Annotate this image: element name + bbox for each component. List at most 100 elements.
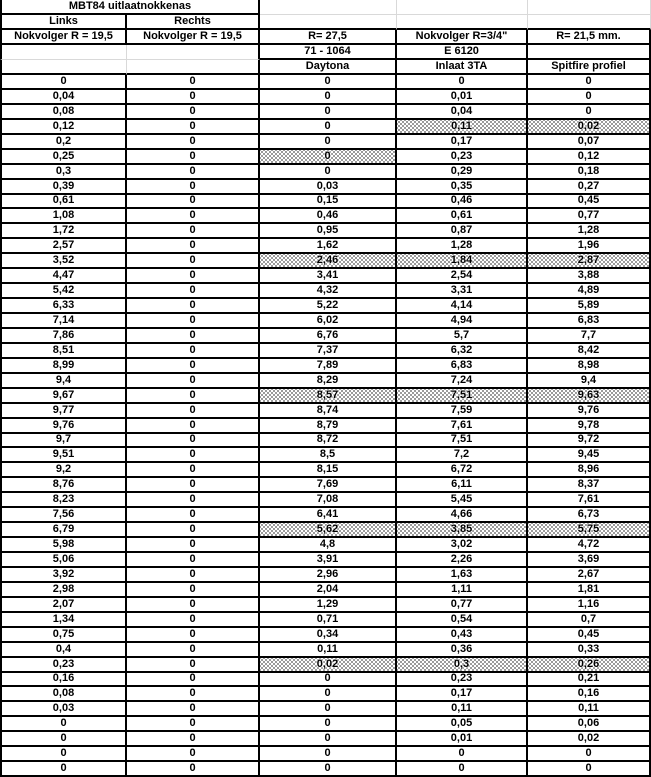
header-nokvolger-rechts[interactable]: Nokvolger R = 19,5 (127, 30, 260, 45)
data-cell-r27-c2[interactable]: 0 (127, 463, 260, 479)
data-cell-r3-c2[interactable]: 0 (127, 104, 260, 120)
data-cell-r13-c3[interactable]: 2,46 (260, 254, 397, 270)
data-cell-r36-c3[interactable]: 1,29 (260, 597, 397, 613)
data-cell-r41-c4[interactable]: 0,23 (397, 672, 528, 688)
data-cell-r10-c3[interactable]: 0,46 (260, 209, 397, 225)
data-cell-r31-c2[interactable]: 0 (127, 523, 260, 539)
data-cell-r18-c1[interactable]: 7,86 (0, 328, 127, 344)
data-cell-r24-c2[interactable]: 0 (127, 418, 260, 434)
data-cell-r1-c1[interactable]: 0 (0, 75, 127, 90)
data-cell-r7-c3[interactable]: 0 (260, 164, 397, 180)
data-cell-r47-c5[interactable]: 0 (528, 762, 651, 777)
data-cell-r12-c4[interactable]: 1,28 (397, 239, 528, 255)
data-cell-r37-c5[interactable]: 0,7 (528, 612, 651, 628)
data-cell-r8-c1[interactable]: 0,39 (0, 179, 127, 195)
data-cell-r46-c3[interactable]: 0 (260, 747, 397, 763)
header-cell-empty[interactable] (260, 0, 397, 15)
data-cell-r8-c2[interactable]: 0 (127, 179, 260, 195)
data-cell-r11-c1[interactable]: 1,72 (0, 224, 127, 240)
data-cell-r30-c2[interactable]: 0 (127, 508, 260, 524)
header-inlaat-3ta[interactable]: Inlaat 3TA (397, 60, 528, 75)
data-cell-r27-c3[interactable]: 8,15 (260, 463, 397, 479)
data-cell-r5-c5[interactable]: 0,07 (528, 134, 651, 150)
data-cell-r23-c2[interactable]: 0 (127, 403, 260, 419)
data-cell-r45-c4[interactable]: 0,01 (397, 732, 528, 748)
data-cell-r19-c4[interactable]: 6,32 (397, 343, 528, 359)
data-cell-r14-c2[interactable]: 0 (127, 269, 260, 285)
data-cell-r12-c1[interactable]: 2,57 (0, 239, 127, 255)
data-cell-r39-c1[interactable]: 0,4 (0, 642, 127, 658)
data-cell-r20-c1[interactable]: 8,99 (0, 358, 127, 374)
data-cell-r4-c3[interactable]: 0 (260, 119, 397, 135)
data-cell-r10-c2[interactable]: 0 (127, 209, 260, 225)
data-cell-r11-c4[interactable]: 0,87 (397, 224, 528, 240)
data-cell-r30-c1[interactable]: 7,56 (0, 508, 127, 524)
data-cell-r41-c1[interactable]: 0,16 (0, 672, 127, 688)
data-cell-r31-c3[interactable]: 5,62 (260, 523, 397, 539)
data-cell-r28-c2[interactable]: 0 (127, 478, 260, 494)
data-cell-r39-c2[interactable]: 0 (127, 642, 260, 658)
data-cell-r42-c3[interactable]: 0 (260, 687, 397, 703)
data-cell-r46-c5[interactable]: 0 (528, 747, 651, 763)
data-cell-r24-c5[interactable]: 9,78 (528, 418, 651, 434)
data-cell-r9-c4[interactable]: 0,46 (397, 194, 528, 210)
data-cell-r29-c2[interactable]: 0 (127, 493, 260, 509)
data-cell-r26-c2[interactable]: 0 (127, 448, 260, 464)
data-cell-r43-c1[interactable]: 0,03 (0, 702, 127, 718)
header-cell-empty[interactable] (127, 60, 260, 75)
data-cell-r30-c4[interactable]: 4,66 (397, 508, 528, 524)
data-cell-r37-c2[interactable]: 0 (127, 612, 260, 628)
header-cell-empty[interactable] (127, 45, 260, 60)
data-cell-r35-c4[interactable]: 1,11 (397, 582, 528, 598)
data-cell-r31-c5[interactable]: 5,75 (528, 523, 651, 539)
data-cell-r13-c2[interactable]: 0 (127, 254, 260, 270)
data-cell-r27-c4[interactable]: 6,72 (397, 463, 528, 479)
data-cell-r45-c2[interactable]: 0 (127, 732, 260, 748)
data-cell-r39-c3[interactable]: 0,11 (260, 642, 397, 658)
data-cell-r16-c4[interactable]: 4,14 (397, 299, 528, 314)
data-cell-r1-c4[interactable]: 0 (397, 75, 528, 90)
data-cell-r37-c3[interactable]: 0,71 (260, 612, 397, 628)
data-cell-r17-c2[interactable]: 0 (127, 314, 260, 329)
data-cell-r6-c2[interactable]: 0 (127, 149, 260, 165)
data-cell-r2-c1[interactable]: 0,04 (0, 89, 127, 105)
data-cell-r40-c3[interactable]: 0,02 (260, 657, 397, 673)
data-cell-r32-c4[interactable]: 3,02 (397, 538, 528, 553)
header-cell-empty[interactable] (528, 15, 651, 30)
data-cell-r15-c3[interactable]: 4,32 (260, 284, 397, 300)
data-cell-r10-c4[interactable]: 0,61 (397, 209, 528, 225)
data-cell-r22-c4[interactable]: 7,51 (397, 388, 528, 404)
data-cell-r46-c2[interactable]: 0 (127, 747, 260, 763)
data-cell-r42-c4[interactable]: 0,17 (397, 687, 528, 703)
header-cell-empty[interactable] (528, 45, 651, 60)
data-cell-r42-c2[interactable]: 0 (127, 687, 260, 703)
data-cell-r35-c2[interactable]: 0 (127, 582, 260, 598)
data-cell-r47-c1[interactable]: 0 (0, 762, 127, 777)
data-cell-r38-c3[interactable]: 0,34 (260, 627, 397, 643)
data-cell-r17-c5[interactable]: 6,83 (528, 314, 651, 329)
data-cell-r11-c3[interactable]: 0,95 (260, 224, 397, 240)
data-cell-r42-c1[interactable]: 0,08 (0, 687, 127, 703)
data-cell-r15-c4[interactable]: 3,31 (397, 284, 528, 300)
data-cell-r4-c1[interactable]: 0,12 (0, 119, 127, 135)
header-cell-empty[interactable] (397, 0, 528, 15)
data-cell-r2-c2[interactable]: 0 (127, 89, 260, 105)
data-cell-r26-c1[interactable]: 9,51 (0, 448, 127, 464)
data-cell-r25-c3[interactable]: 8,72 (260, 433, 397, 449)
header-e6120[interactable]: E 6120 (397, 45, 528, 60)
data-cell-r23-c3[interactable]: 8,74 (260, 403, 397, 419)
data-cell-r28-c5[interactable]: 8,37 (528, 478, 651, 494)
data-cell-r44-c3[interactable]: 0 (260, 717, 397, 733)
data-cell-r21-c2[interactable]: 0 (127, 373, 260, 389)
data-cell-r36-c2[interactable]: 0 (127, 597, 260, 613)
data-cell-r35-c3[interactable]: 2,04 (260, 582, 397, 598)
data-cell-r23-c4[interactable]: 7,59 (397, 403, 528, 419)
data-cell-r40-c2[interactable]: 0 (127, 657, 260, 673)
data-cell-r5-c1[interactable]: 0,2 (0, 134, 127, 150)
data-cell-r9-c3[interactable]: 0,15 (260, 194, 397, 210)
data-cell-r44-c5[interactable]: 0,06 (528, 717, 651, 733)
data-cell-r42-c5[interactable]: 0,16 (528, 687, 651, 703)
data-cell-r41-c3[interactable]: 0 (260, 672, 397, 688)
data-cell-r17-c3[interactable]: 6,02 (260, 314, 397, 329)
data-cell-r34-c4[interactable]: 1,63 (397, 567, 528, 583)
